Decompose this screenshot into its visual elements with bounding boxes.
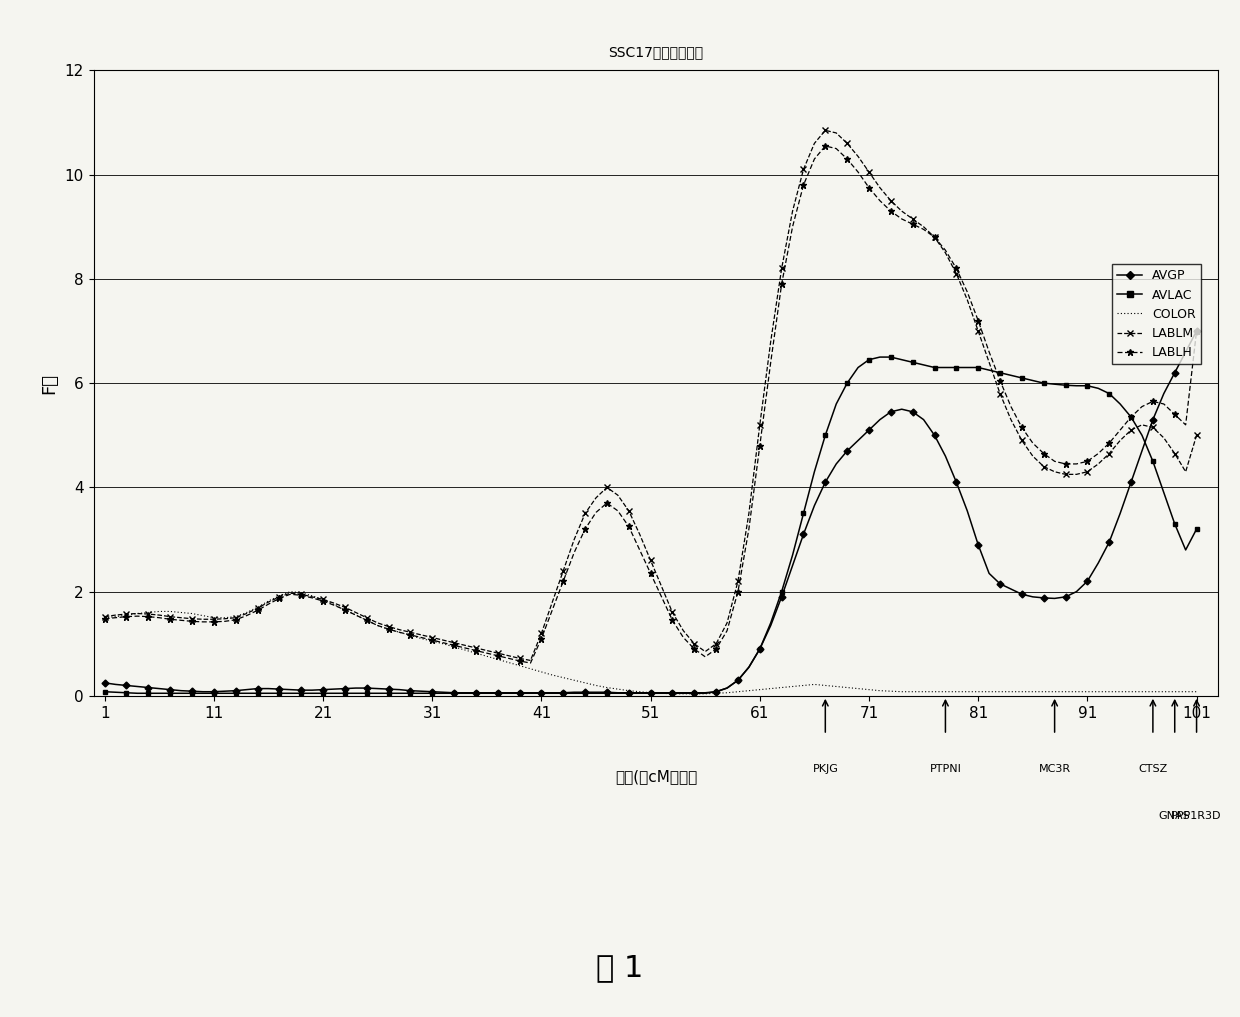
AVLAC: [883, 351, 898, 363]
LABLH: [610, 504, 625, 517]
AVLAC: [873, 351, 888, 363]
LABLM: [371, 616, 386, 629]
Line: COLOR: COLOR: [104, 592, 1197, 694]
COLOR: [883, 685, 898, 698]
LABLM: [97, 610, 112, 622]
X-axis label: 位置(以cM表示）: 位置(以cM表示）: [615, 769, 697, 784]
LABLH: [371, 619, 386, 632]
Line: AVLAC: AVLAC: [102, 355, 1199, 696]
Line: LABLM: LABLM: [102, 127, 1199, 663]
AVGP: [371, 682, 386, 695]
COLOR: [283, 586, 298, 598]
COLOR: [937, 685, 952, 698]
AVGP: [928, 429, 942, 441]
LABLH: [97, 612, 112, 624]
AVLAC: [764, 616, 779, 629]
AVLAC: [1189, 523, 1204, 535]
LABLH: [523, 657, 538, 669]
LABLH: [1189, 324, 1204, 337]
LABLM: [883, 194, 898, 206]
COLOR: [174, 606, 188, 618]
AVGP: [97, 676, 112, 689]
Y-axis label: F値: F値: [40, 372, 58, 394]
LABLM: [523, 654, 538, 666]
COLOR: [665, 687, 680, 700]
Text: PPP1R3D: PPP1R3D: [1172, 811, 1221, 821]
AVGP: [446, 686, 461, 699]
LABLM: [174, 611, 188, 623]
AVGP: [764, 619, 779, 632]
AVLAC: [937, 361, 952, 373]
AVLAC: [97, 685, 112, 698]
LABLH: [883, 205, 898, 218]
LABLH: [174, 614, 188, 626]
LABLM: [764, 336, 779, 348]
Text: 图 1: 图 1: [596, 953, 644, 982]
LABLM: [1189, 429, 1204, 441]
LABLM: [937, 247, 952, 259]
COLOR: [774, 681, 789, 694]
AVGP: [1189, 324, 1204, 337]
LABLM: [818, 124, 833, 136]
AVLAC: [381, 687, 396, 700]
Legend: AVGP, AVLAC, COLOR, LABLM, LABLH: AVGP, AVLAC, COLOR, LABLM, LABLH: [1112, 264, 1200, 364]
Text: MC3R: MC3R: [1039, 764, 1070, 774]
AVGP: [610, 686, 625, 699]
Text: GNAS: GNAS: [1159, 811, 1190, 821]
AVLAC: [130, 687, 145, 700]
COLOR: [381, 623, 396, 636]
Text: PTPNI: PTPNI: [930, 764, 961, 774]
AVGP: [174, 684, 188, 697]
Line: AVGP: AVGP: [102, 328, 1199, 696]
Title: SSC17上的显著性状: SSC17上的显著性状: [609, 46, 703, 60]
AVLAC: [185, 687, 200, 700]
AVLAC: [610, 687, 625, 700]
AVGP: [873, 414, 888, 426]
COLOR: [610, 683, 625, 696]
Text: PKJG: PKJG: [812, 764, 838, 774]
COLOR: [1189, 685, 1204, 698]
LABLH: [818, 140, 833, 153]
LABLM: [610, 489, 625, 501]
Line: LABLH: LABLH: [102, 142, 1200, 666]
Text: CTSZ: CTSZ: [1138, 764, 1168, 774]
LABLH: [764, 356, 779, 368]
LABLH: [937, 244, 952, 256]
COLOR: [97, 611, 112, 623]
